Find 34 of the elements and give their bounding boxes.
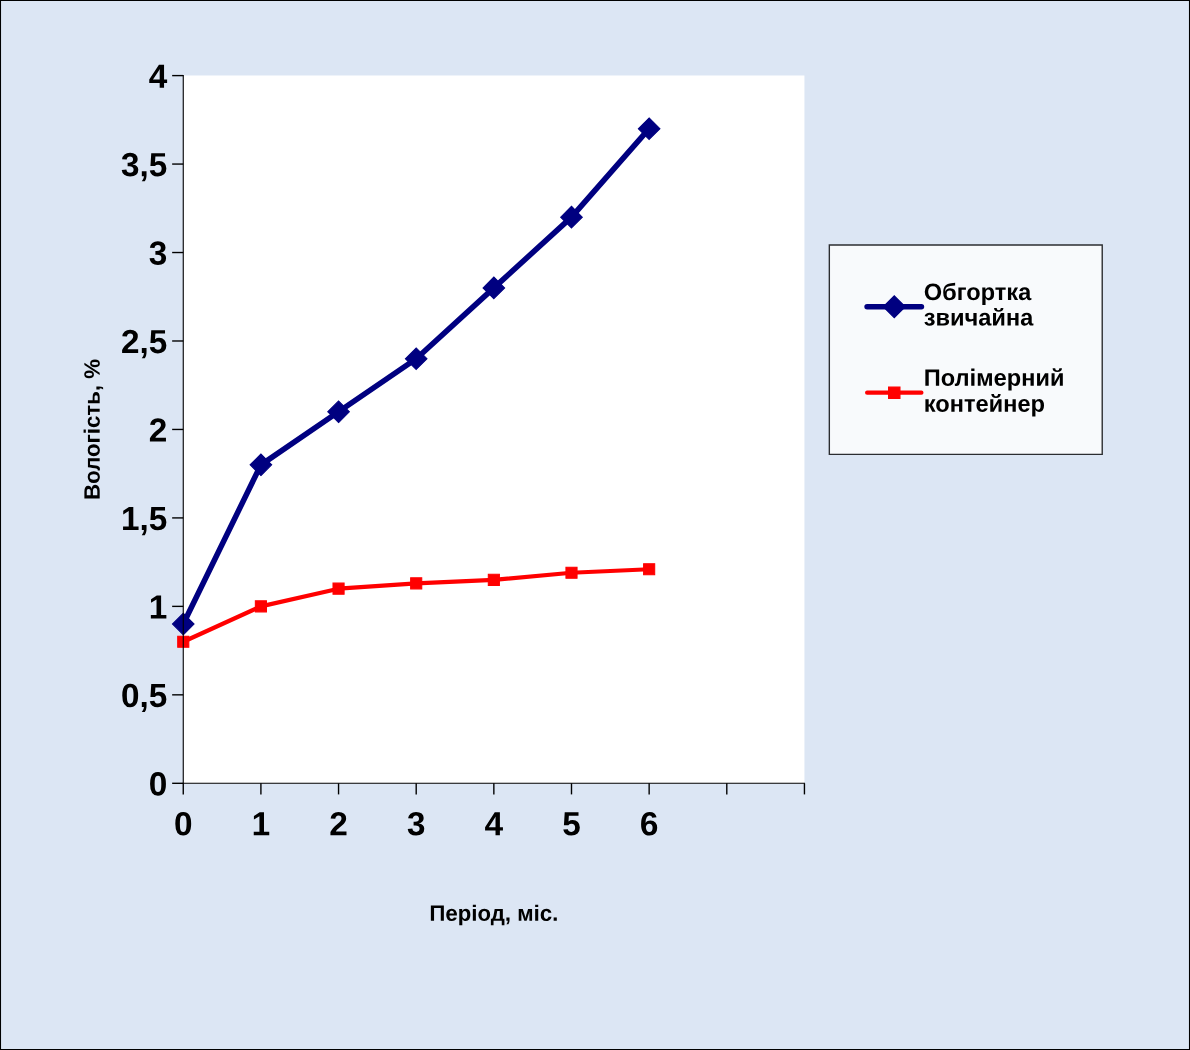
x-tick-label: 4 — [485, 812, 503, 836]
point — [637, 117, 661, 140]
y-tick-label: 1 — [150, 595, 167, 619]
legend-label: Полімерний контейнер — [925, 368, 1063, 417]
point — [254, 600, 267, 613]
x-tick-label: 0 — [175, 811, 192, 836]
y-tick-label: 2 — [149, 418, 166, 442]
point — [404, 347, 428, 370]
point — [332, 582, 345, 595]
point — [410, 577, 423, 590]
y-tick-label: 2,5 — [122, 329, 167, 359]
x-tick-label: 6 — [641, 811, 658, 836]
x-tick-label: 5 — [563, 812, 580, 836]
y-tick-label: 0 — [150, 772, 166, 796]
y-tick-label: 3 — [149, 241, 167, 265]
y-tick-label: 1,5 — [123, 507, 167, 536]
y-tick-label: 0,5 — [122, 683, 167, 713]
point — [327, 400, 350, 424]
point — [249, 453, 273, 477]
point — [177, 635, 190, 648]
x-tick-label: 3 — [407, 811, 425, 836]
point — [560, 205, 583, 229]
x-tick-label: 1 — [253, 812, 270, 836]
legend-label: Обгортка звичайна — [924, 282, 1034, 326]
x-axis-title: Період, міс. — [430, 904, 557, 926]
point — [565, 566, 578, 579]
y-tick-label: 4 — [149, 64, 168, 88]
x-tick-label: 2 — [330, 811, 347, 836]
point — [482, 276, 506, 300]
point — [487, 573, 500, 586]
point — [171, 612, 195, 636]
y-tick-label: 3,5 — [121, 152, 167, 182]
point — [643, 563, 656, 576]
y-axis-title: Вологість, % — [83, 359, 104, 499]
